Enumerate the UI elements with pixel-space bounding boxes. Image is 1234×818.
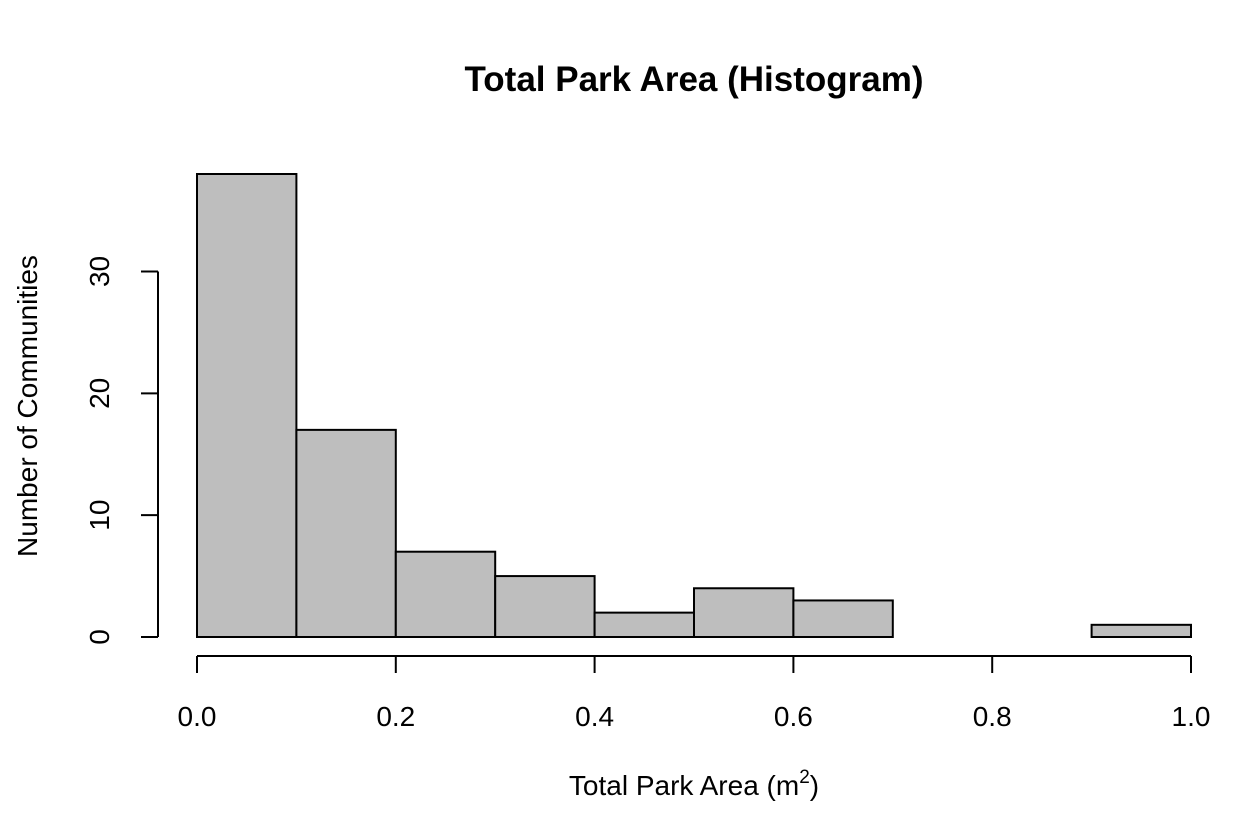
histogram-bar [494, 575, 596, 638]
histogram-bar [394, 550, 497, 638]
y-tick-label: 10 [84, 500, 115, 531]
x-tick-label: 0.4 [575, 701, 614, 732]
chart-title: Total Park Area (Histogram) [465, 60, 924, 99]
y-tick-label: 20 [84, 378, 115, 409]
y-axis: 0 10 20 30 [84, 256, 159, 645]
x-axis-label-close: ) [810, 770, 819, 801]
x-tick-label: 0.0 [178, 701, 217, 732]
histogram-bar [693, 587, 795, 639]
x-axis: 0.0 0.2 0.4 0.6 0.8 1.0 [178, 655, 1211, 732]
y-axis-label: Number of Communities [12, 255, 43, 557]
x-axis-label-superscript: 2 [799, 767, 810, 788]
bars-group [196, 173, 1192, 639]
x-tick-label: 0.8 [973, 701, 1012, 732]
histogram-bar [196, 173, 298, 638]
histogram-bar [295, 428, 397, 638]
y-tick-label: 0 [84, 629, 115, 645]
y-tick-label: 30 [84, 256, 115, 287]
x-axis-label: Total Park Area (m2) [569, 767, 819, 801]
x-tick-label: 1.0 [1172, 701, 1211, 732]
histogram-bar [792, 599, 894, 639]
x-tick-label: 0.2 [376, 701, 415, 732]
histogram-bar [593, 611, 695, 639]
x-tick-label: 0.6 [774, 701, 813, 732]
histogram-bar [1090, 623, 1192, 639]
x-axis-label-main: Total Park Area (m [569, 770, 799, 801]
